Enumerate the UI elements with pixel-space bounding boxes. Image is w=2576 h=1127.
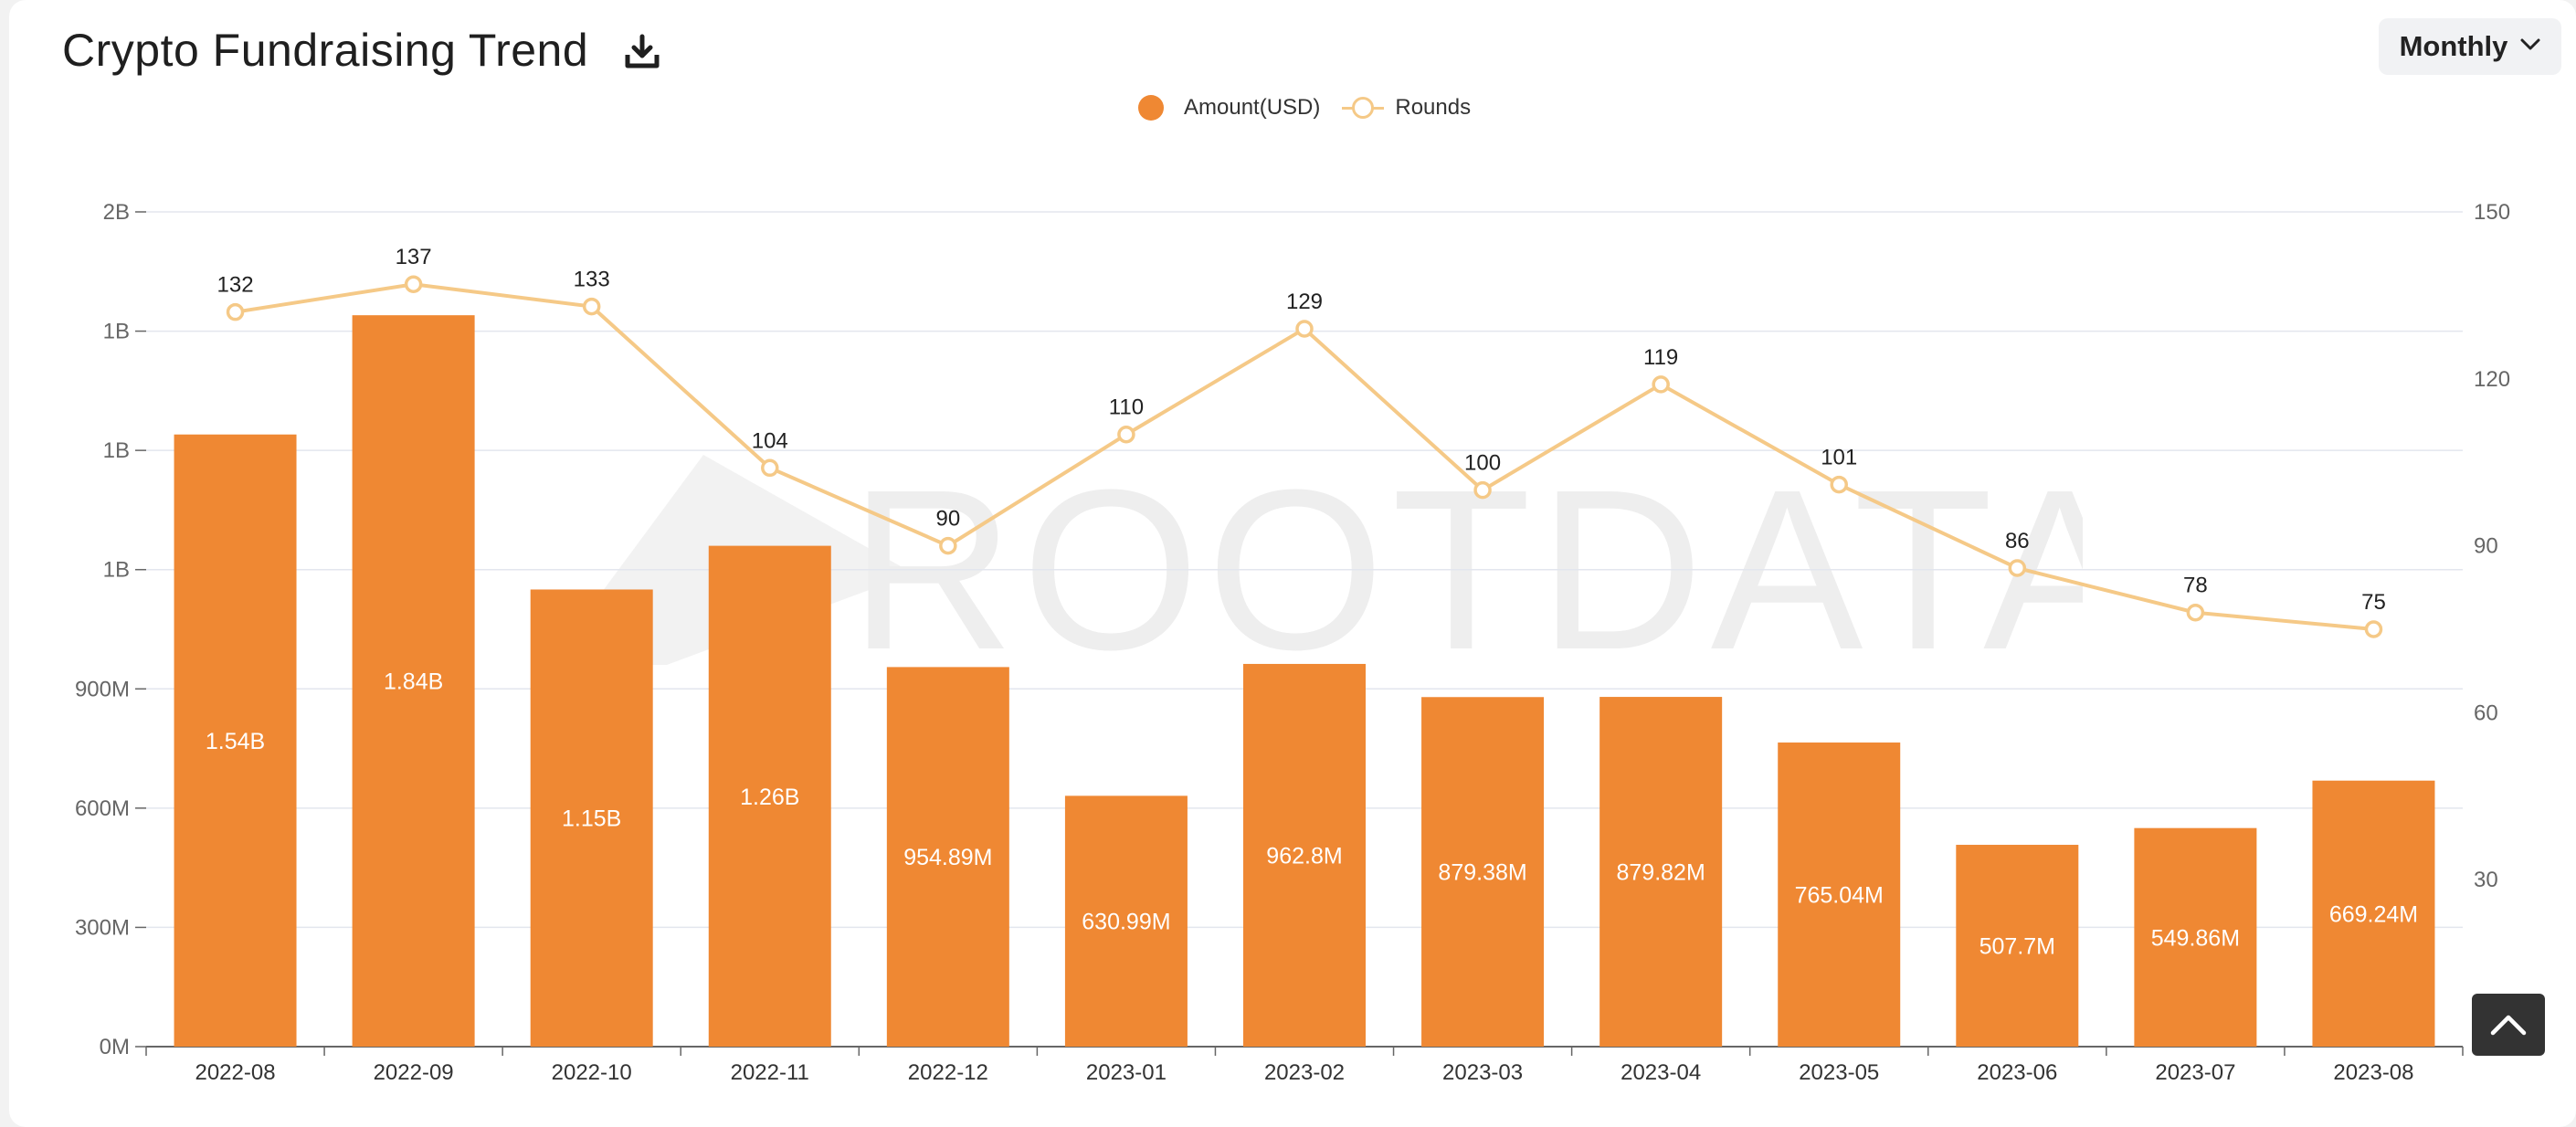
x-tick-label: 2023-04: [1621, 1060, 1701, 1085]
y-left-tick-label: 600M: [75, 796, 130, 821]
rounds-point-label: 104: [752, 428, 788, 453]
period-select[interactable]: Monthly: [2379, 18, 2561, 75]
rounds-point-label: 133: [574, 268, 610, 292]
rounds-point-label: 110: [1109, 395, 1144, 420]
y-left-tick-label: 0M: [100, 1035, 130, 1059]
bar: [1599, 697, 1723, 1047]
x-tick-label: 2023-05: [1799, 1060, 1879, 1085]
rounds-point: [1830, 475, 1848, 494]
x-tick-label: 2022-10: [552, 1060, 632, 1085]
x-tick-label: 2023-01: [1086, 1060, 1167, 1085]
bar-value-label: 1.15B: [562, 806, 621, 832]
x-tick-label: 2023-07: [2155, 1060, 2235, 1085]
rounds-point: [404, 275, 423, 293]
rounds-point-label: 132: [217, 273, 254, 298]
rounds-point: [939, 536, 957, 555]
x-tick-label: 2023-08: [2333, 1060, 2413, 1085]
rounds-point-label: 137: [396, 245, 432, 269]
bar: [1421, 697, 1545, 1047]
rounds-point: [1473, 480, 1492, 500]
bar-value-label: 630.99M: [1082, 910, 1170, 935]
rounds-point: [761, 458, 779, 478]
bar: [530, 589, 653, 1047]
rounds-point-label: 101: [1821, 446, 1857, 470]
bar: [352, 315, 475, 1048]
bar-value-label: 962.8M: [1266, 843, 1342, 869]
rounds-point-label: 100: [1464, 451, 1501, 476]
legend-label-amount: Amount(USD): [1184, 95, 1321, 120]
legend-item-rounds[interactable]: Rounds: [1342, 95, 1471, 121]
bar-value-label: 954.89M: [903, 845, 992, 870]
x-tick-label: 2022-11: [731, 1060, 809, 1085]
bar-value-label: 669.24M: [2329, 901, 2418, 927]
y-right-tick-label: 60: [2474, 700, 2498, 725]
legend-label-rounds: Rounds: [1395, 95, 1472, 120]
y-right-tick-label: 30: [2474, 868, 2498, 892]
bar: [708, 545, 831, 1047]
chevron-down-icon: [2520, 38, 2540, 56]
bar-value-label: 1.54B: [206, 729, 265, 754]
bar: [1243, 663, 1366, 1047]
y-right-tick-label: 120: [2474, 367, 2510, 392]
rounds-point-label: 75: [2361, 590, 2386, 615]
rounds-point: [2186, 603, 2205, 622]
bar-value-label: 1.84B: [384, 669, 443, 695]
rounds-point: [1295, 320, 1314, 338]
bar: [2134, 827, 2257, 1047]
scroll-top-button[interactable]: [2472, 994, 2545, 1056]
rounds-point: [582, 297, 601, 316]
x-tick-label: 2023-02: [1264, 1060, 1345, 1085]
rounds-point-label: 78: [2183, 574, 2208, 598]
y-left-tick-label: 2B: [103, 200, 130, 225]
bar: [886, 667, 1009, 1047]
rounds-point-label: 90: [935, 507, 960, 532]
bar-value-label: 1.26B: [740, 785, 799, 810]
legend-marker-amount: [1138, 95, 1164, 121]
y-right-tick-label: 90: [2474, 534, 2498, 559]
rounds-point: [2008, 559, 2027, 577]
rounds-point: [1117, 425, 1135, 444]
bar: [174, 434, 297, 1047]
page-title: Crypto Fundraising Trend: [62, 25, 589, 76]
rounds-point: [2364, 620, 2383, 638]
rounds-point-label: 119: [1643, 345, 1678, 370]
x-tick-label: 2022-09: [374, 1060, 454, 1085]
legend-marker-rounds: [1342, 95, 1385, 121]
chevron-up-icon: [2490, 1015, 2527, 1036]
bar-value-label: 879.82M: [1617, 860, 1705, 886]
period-select-label: Monthly: [2399, 30, 2508, 62]
chart-legend: Amount(USD) Rounds: [1138, 95, 1471, 121]
x-tick-label: 2022-08: [195, 1060, 275, 1085]
rounds-point: [226, 302, 245, 321]
bar: [1778, 743, 1901, 1047]
y-right-tick-label: 150: [2474, 200, 2510, 225]
y-left-tick-label: 1B: [103, 558, 130, 583]
bar: [1064, 795, 1188, 1047]
x-tick-label: 2022-12: [908, 1060, 988, 1085]
rounds-point: [1652, 375, 1670, 394]
bar-value-label: 879.38M: [1438, 860, 1526, 886]
x-tick-label: 2023-03: [1442, 1060, 1523, 1085]
bar: [2312, 780, 2435, 1047]
bar: [1956, 845, 2079, 1047]
legend-item-amount[interactable]: Amount(USD): [1138, 95, 1320, 121]
x-tick-label: 2023-06: [1977, 1060, 2057, 1085]
rounds-point-label: 86: [2005, 529, 2030, 553]
y-left-tick-label: 300M: [75, 915, 130, 940]
rounds-point-label: 129: [1286, 290, 1323, 314]
download-icon[interactable]: [623, 33, 661, 71]
bar-value-label: 549.86M: [2151, 925, 2240, 951]
bar-value-label: 507.7M: [1980, 934, 2055, 960]
y-left-tick-label: 1B: [103, 438, 130, 463]
bar-value-label: 765.04M: [1795, 883, 1884, 909]
y-left-tick-label: 1B: [103, 320, 130, 344]
y-left-tick-label: 900M: [75, 677, 130, 701]
